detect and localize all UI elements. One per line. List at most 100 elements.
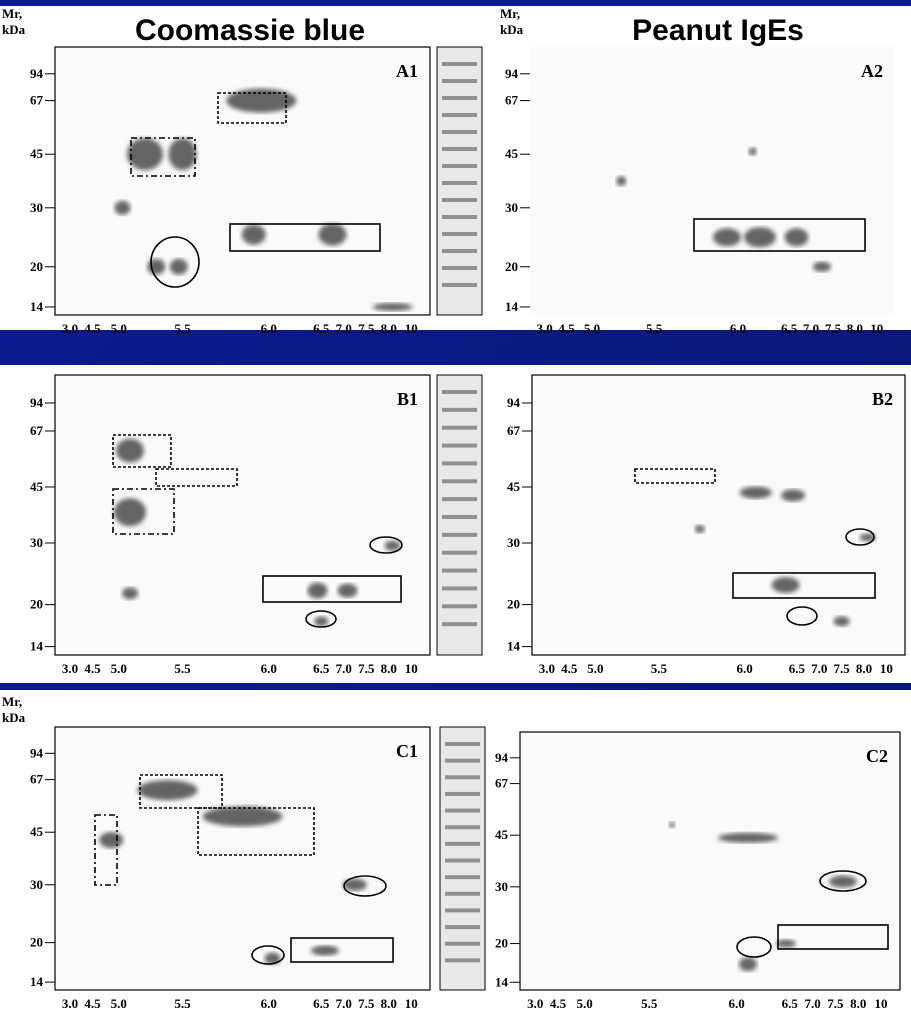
protein-spot bbox=[748, 147, 757, 156]
mw-tick-label: 94 bbox=[30, 66, 44, 81]
protein-spot bbox=[739, 486, 772, 499]
mw-tick-label: 30 bbox=[505, 200, 518, 215]
gel-background bbox=[54, 374, 431, 656]
mw-tick-label: 20 bbox=[507, 597, 520, 612]
lane-band bbox=[445, 808, 480, 813]
mw-tick-label: 67 bbox=[30, 93, 44, 108]
lane-band bbox=[442, 249, 477, 253]
lane-band bbox=[442, 215, 477, 219]
lane-band bbox=[445, 958, 480, 963]
mw-tick-label: 67 bbox=[30, 423, 44, 438]
protein-spot bbox=[776, 939, 796, 948]
protein-spot bbox=[122, 587, 138, 600]
mw-tick-label: 14 bbox=[30, 299, 44, 314]
mw-tick-label: 67 bbox=[507, 423, 521, 438]
protein-spot bbox=[169, 258, 188, 275]
lane-band bbox=[442, 390, 477, 394]
pi-tick-label: 5.5 bbox=[174, 661, 191, 676]
pi-tick-label: 4.5 bbox=[558, 321, 575, 336]
pi-tick-label: 10 bbox=[870, 321, 883, 336]
pi-tick-label: 5.0 bbox=[587, 661, 603, 676]
lane-band bbox=[445, 742, 480, 746]
protein-spot bbox=[168, 138, 197, 171]
gel-panel: A1 94 67 45 30 20 14 3.0 4.5 5.0 5.5 6.0 6.5 7.0 7.5 8.… bbox=[30, 46, 483, 336]
pi-tick-label: 5.5 bbox=[646, 321, 663, 336]
pi-tick-label: 7.0 bbox=[803, 321, 819, 336]
pi-tick-label: 10 bbox=[405, 996, 418, 1011]
lane-band bbox=[445, 825, 480, 830]
pi-tick-label: 6.0 bbox=[728, 996, 744, 1011]
pi-tick-label: 5.5 bbox=[174, 996, 191, 1011]
protein-spot bbox=[241, 224, 266, 245]
column-header: Peanut IgEs bbox=[632, 14, 804, 47]
mw-tick-label: 20 bbox=[495, 936, 508, 951]
lane-band bbox=[442, 425, 477, 430]
panel-label: B2 bbox=[872, 389, 893, 409]
lane-band bbox=[445, 891, 480, 896]
lane-band bbox=[442, 79, 477, 83]
pi-tick-label: 7.5 bbox=[825, 321, 842, 336]
pi-tick-label: 8.0 bbox=[381, 996, 397, 1011]
lane-band bbox=[442, 461, 477, 466]
highlight-box bbox=[777, 924, 889, 950]
mw-tick-label: 14 bbox=[30, 974, 44, 989]
axis-title: Mr, bbox=[2, 6, 22, 21]
pi-tick-label: 8.0 bbox=[850, 996, 866, 1011]
mw-tick-label: 45 bbox=[495, 827, 509, 842]
highlight-box bbox=[634, 468, 716, 484]
lane-band bbox=[442, 130, 477, 134]
pi-tick-label: 7.5 bbox=[358, 661, 375, 676]
mw-tick-label: 45 bbox=[507, 479, 521, 494]
lane-band bbox=[442, 266, 477, 270]
mw-tick-label: 14 bbox=[30, 639, 44, 654]
mw-tick-label: 30 bbox=[30, 200, 43, 215]
panel-label: C2 bbox=[866, 746, 888, 766]
protein-spot bbox=[202, 806, 283, 827]
pi-tick-label: 7.5 bbox=[358, 321, 375, 336]
highlight-box bbox=[290, 937, 394, 963]
lane-band bbox=[445, 858, 480, 863]
highlight-box bbox=[736, 936, 772, 958]
pi-tick-label: 7.0 bbox=[811, 661, 827, 676]
protein-spot bbox=[813, 261, 831, 272]
gel-background bbox=[531, 374, 906, 656]
lane-band bbox=[442, 568, 477, 573]
lane-band bbox=[442, 232, 477, 236]
lane-band bbox=[442, 198, 477, 202]
pi-tick-label: 5.5 bbox=[174, 321, 191, 336]
pi-tick-label: 8.0 bbox=[381, 661, 397, 676]
pi-tick-label: 7.5 bbox=[827, 996, 844, 1011]
protein-spot bbox=[114, 200, 131, 215]
pi-tick-label: 3.0 bbox=[62, 321, 78, 336]
axis-title: kDa bbox=[500, 22, 524, 37]
mw-tick-label: 30 bbox=[507, 535, 520, 550]
gel-panel: B2 94 67 45 30 20 14 3.0 4.5 5.0 5.5 6.0 6.5 7.0 7.5 8.… bbox=[507, 374, 906, 676]
pi-tick-label: 10 bbox=[405, 661, 418, 676]
axis-title: Mr, bbox=[2, 694, 22, 709]
pi-tick-label: 7.0 bbox=[804, 996, 820, 1011]
lane-band bbox=[445, 791, 480, 796]
highlight-box bbox=[693, 218, 866, 252]
pi-tick-label: 5.0 bbox=[576, 996, 592, 1011]
mw-tick-label: 20 bbox=[505, 259, 518, 274]
mw-tick-label: 30 bbox=[30, 877, 43, 892]
mw-tick-label: 30 bbox=[495, 879, 508, 894]
lane-band bbox=[442, 96, 477, 100]
protein-spot bbox=[781, 489, 806, 502]
lane-band bbox=[442, 532, 477, 537]
protein-spot bbox=[743, 227, 776, 248]
protein-spot bbox=[337, 583, 358, 598]
highlight-box bbox=[305, 610, 337, 628]
pi-tick-label: 6.5 bbox=[313, 321, 330, 336]
lane-band bbox=[442, 586, 477, 591]
highlight-box bbox=[251, 945, 285, 965]
mw-tick-label: 94 bbox=[30, 745, 44, 760]
lane-band bbox=[442, 479, 477, 484]
protein-spot bbox=[343, 878, 367, 891]
mw-tick-label: 45 bbox=[505, 146, 519, 161]
lane-band bbox=[442, 604, 477, 609]
lane-band bbox=[442, 515, 477, 519]
lane-band bbox=[445, 941, 480, 946]
pi-tick-label: 5.5 bbox=[651, 661, 668, 676]
